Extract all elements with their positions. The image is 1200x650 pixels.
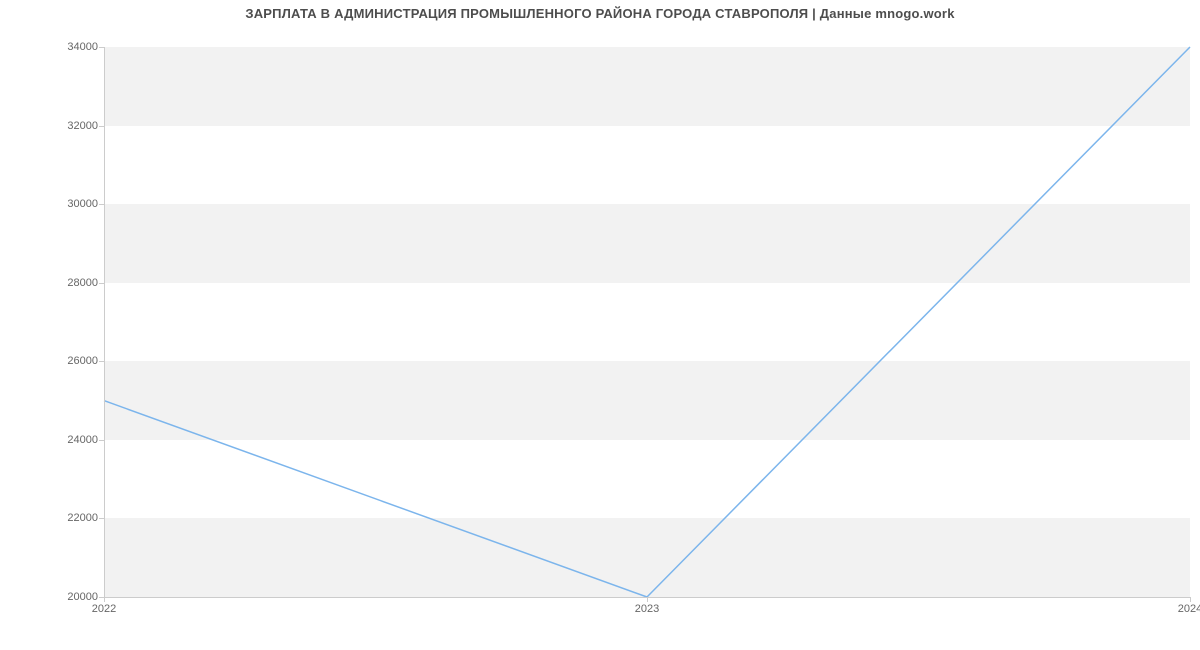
x-tick-label: 2022 (92, 597, 116, 615)
y-tick-label: 30000 (67, 198, 104, 210)
y-tick-label: 24000 (67, 434, 104, 446)
x-tick-label: 2024 (1178, 597, 1200, 615)
line-series-svg (104, 47, 1190, 597)
series-line-salary (104, 47, 1190, 597)
y-tick-label: 22000 (67, 512, 104, 524)
y-tick-label: 28000 (67, 277, 104, 289)
y-tick-label: 32000 (67, 120, 104, 132)
plot-area: 2000022000240002600028000300003200034000… (104, 47, 1190, 597)
x-tick-label: 2023 (635, 597, 659, 615)
salary-line-chart: ЗАРПЛАТА В АДМИНИСТРАЦИЯ ПРОМЫШЛЕННОГО Р… (0, 0, 1200, 650)
y-axis-line (104, 47, 105, 597)
chart-title: ЗАРПЛАТА В АДМИНИСТРАЦИЯ ПРОМЫШЛЕННОГО Р… (0, 6, 1200, 21)
y-tick-label: 26000 (67, 355, 104, 367)
y-tick-label: 34000 (67, 41, 104, 53)
